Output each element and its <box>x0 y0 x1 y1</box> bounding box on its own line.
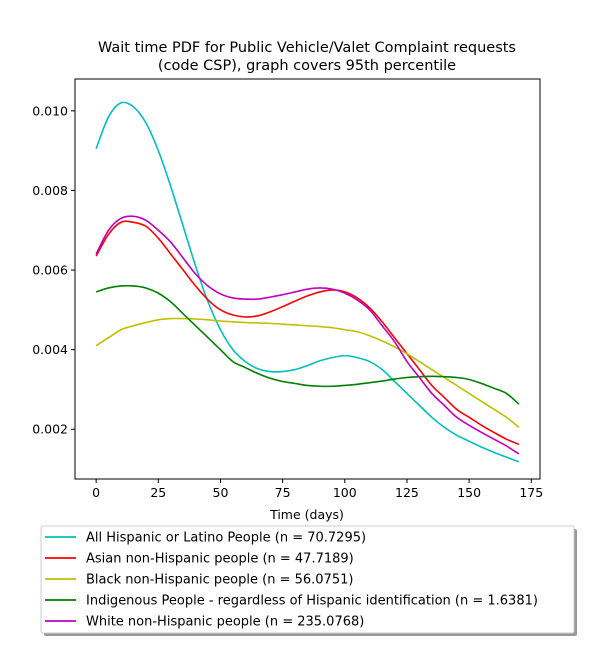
x-tick-label: 150 <box>457 485 481 500</box>
legend-label-4: White non-Hispanic people (n = 235.0768) <box>86 615 364 630</box>
legend-label-3: Indigenous People - regardless of Hispan… <box>86 594 538 609</box>
y-axis: 0.002 0.004 0.006 0.008 0.010 <box>32 103 75 437</box>
y-tick-label: 0.004 <box>32 342 68 357</box>
legend: All Hispanic or Latino People (n = 70.72… <box>40 525 577 636</box>
x-axis: 0 25 50 75 100 125 150 175 <box>92 479 543 500</box>
x-tick-label: 175 <box>519 485 543 500</box>
chart-title: Wait time PDF for Public Vehicle/Valet C… <box>98 40 516 74</box>
y-tick-label: 0.010 <box>32 103 68 118</box>
x-tick-label: 75 <box>275 485 291 500</box>
x-tick-label: 100 <box>333 485 357 500</box>
series-line-4 <box>95 215 520 455</box>
y-tick-label: 0.006 <box>32 263 68 278</box>
x-tick-label: 125 <box>395 485 419 500</box>
series-line-3 <box>95 284 520 405</box>
series-line-1 <box>95 220 520 446</box>
x-tick-label: 0 <box>92 485 100 500</box>
legend-label-0: All Hispanic or Latino People (n = 70.72… <box>86 531 366 546</box>
y-tick-label: 0.002 <box>32 422 68 437</box>
y-tick-label: 0.008 <box>32 183 68 198</box>
x-tick-label: 25 <box>150 485 166 500</box>
plot-area-frame <box>74 78 541 480</box>
x-tick-label: 50 <box>213 485 229 500</box>
chart-title-line-1: Wait time PDF for Public Vehicle/Valet C… <box>98 40 516 56</box>
series-line-0 <box>95 101 520 463</box>
legend-box <box>40 525 575 634</box>
x-axis-label: Time (days) <box>269 507 344 522</box>
series-layer <box>95 101 520 463</box>
series-line-2 <box>95 317 520 428</box>
chart-title-line-2: (code CSP), graph covers 95th percentile <box>158 58 456 74</box>
legend-label-1: Asian non-Hispanic people (n = 47.7189) <box>86 552 354 567</box>
legend-items: All Hispanic or Latino People (n = 70.72… <box>45 531 538 630</box>
legend-label-2: Black non-Hispanic people (n = 56.0751) <box>86 573 353 588</box>
